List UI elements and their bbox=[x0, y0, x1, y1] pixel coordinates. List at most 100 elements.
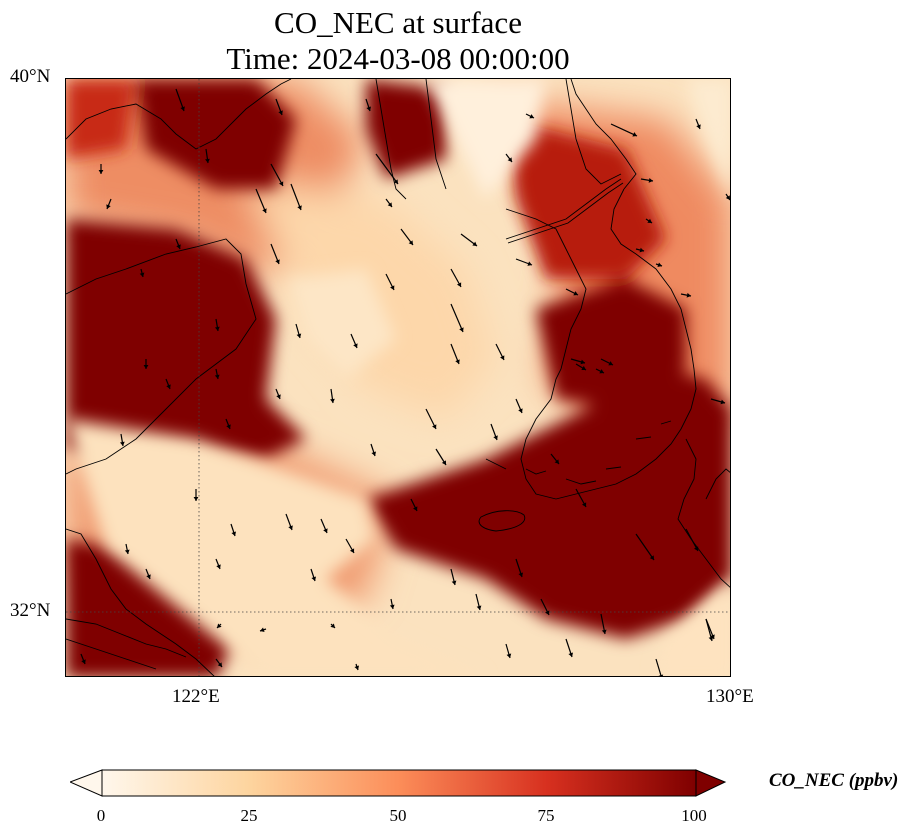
wind-vector-head bbox=[288, 525, 293, 530]
wind-vector-head bbox=[507, 157, 512, 162]
wind-vector-head bbox=[193, 497, 199, 501]
plume-light bbox=[656, 580, 730, 676]
wind-vector-head bbox=[506, 653, 512, 658]
wind-vector-head bbox=[371, 451, 377, 456]
wind-vector bbox=[610, 123, 638, 137]
wind-vector-head bbox=[297, 205, 302, 210]
lat-tick-label: 40°N bbox=[10, 66, 51, 87]
wind-vector-head bbox=[518, 572, 524, 577]
wind-vector-head bbox=[708, 636, 714, 641]
wind-vector-head bbox=[518, 408, 523, 413]
wind-vector bbox=[255, 188, 267, 214]
wind-vector-head bbox=[323, 528, 328, 533]
wind-vector-head bbox=[260, 627, 265, 633]
colorbar-label: CO_NEC (ppbv) bbox=[769, 770, 899, 791]
wind-vector-head bbox=[180, 106, 185, 111]
coastline-jiangsu bbox=[66, 528, 215, 676]
wind-vector bbox=[290, 183, 302, 211]
wind-vector-head bbox=[601, 629, 607, 634]
wind-vector-head bbox=[330, 623, 335, 628]
wind-vector-head bbox=[493, 435, 498, 440]
wind-vector bbox=[685, 528, 699, 552]
wind-vector-head bbox=[456, 282, 462, 287]
wind-vector-head bbox=[231, 531, 237, 536]
lat-tick-label: 32°N bbox=[10, 600, 51, 621]
map-subtitle: Time: 2024-03-08 00:00:00 bbox=[226, 41, 570, 76]
gridlines bbox=[66, 79, 730, 676]
wind-vector-head bbox=[390, 285, 395, 290]
plume-light bbox=[426, 79, 546, 199]
wind-vector-head bbox=[696, 124, 701, 129]
colorbar-under-triangle bbox=[70, 769, 103, 797]
wind-vector-head bbox=[408, 240, 413, 245]
wind-vector-head bbox=[81, 659, 86, 664]
wind-vector-head bbox=[568, 652, 574, 657]
wind-vector-head bbox=[476, 605, 482, 610]
wind-vector-head bbox=[262, 208, 267, 213]
wind-vector-head bbox=[393, 179, 398, 184]
wind-vector-head bbox=[217, 662, 222, 667]
plume-light bbox=[66, 419, 482, 676]
wind-vector-head bbox=[98, 170, 104, 174]
wind-vector bbox=[375, 153, 399, 185]
wind-vector-head bbox=[710, 634, 715, 639]
wind-vector-head bbox=[608, 361, 613, 366]
wind-vector-head bbox=[366, 106, 372, 111]
colorbar-tick-label: 75 bbox=[537, 806, 555, 825]
coastline-yangtze bbox=[66, 618, 187, 670]
colorbar-tick-label: 25 bbox=[240, 806, 258, 825]
wind-vector-head bbox=[432, 424, 437, 429]
wind-vector bbox=[270, 163, 284, 187]
wind-vector-head bbox=[658, 674, 664, 676]
wind-vector-head bbox=[529, 114, 534, 119]
wind-vector-head bbox=[649, 555, 654, 560]
wind-vectors bbox=[80, 88, 730, 676]
coastline-dmz bbox=[505, 178, 624, 244]
wind-vector-head bbox=[581, 365, 586, 370]
wind-vector-head bbox=[226, 424, 231, 429]
wind-vector-head bbox=[349, 548, 355, 553]
plume-dark bbox=[66, 79, 136, 159]
wind-vector-head bbox=[214, 326, 220, 331]
concentration-field bbox=[66, 79, 730, 676]
coastline-korea-south bbox=[555, 188, 697, 500]
plume-light bbox=[286, 269, 396, 379]
colorbar-over-triangle bbox=[695, 769, 727, 797]
wind-vector bbox=[635, 533, 655, 561]
coastlines bbox=[66, 79, 730, 676]
wind-vector-head bbox=[599, 369, 604, 374]
island-jeju bbox=[478, 510, 526, 532]
coastline-korea-east bbox=[570, 79, 637, 190]
plume-core bbox=[136, 79, 296, 189]
wind-vector-head bbox=[472, 241, 477, 246]
wind-vector-head bbox=[354, 665, 360, 670]
wind-vector-head bbox=[632, 132, 637, 137]
lon-tick-label: 122°E bbox=[172, 686, 220, 707]
wind-vector-head bbox=[278, 110, 283, 115]
wind-vector-head bbox=[581, 502, 587, 507]
wind-vector-head bbox=[106, 204, 111, 209]
plume-core bbox=[66, 539, 236, 676]
wind-vector-head bbox=[176, 244, 181, 249]
wind-vector-head bbox=[647, 218, 652, 223]
wind-vector-head bbox=[648, 177, 653, 183]
wind-vector-head bbox=[441, 460, 446, 465]
wind-vector-head bbox=[720, 399, 725, 405]
coastline-islands bbox=[485, 420, 672, 485]
wind-vector-head bbox=[657, 262, 662, 268]
wind-vector bbox=[450, 303, 464, 333]
wind-vector-head bbox=[527, 261, 532, 266]
wind-vector-head bbox=[389, 604, 395, 609]
coastline-japan bbox=[677, 438, 730, 588]
wind-vector-head bbox=[451, 580, 457, 585]
wind-vector-head bbox=[214, 374, 220, 379]
wind-vector-head bbox=[146, 574, 151, 579]
plume-core bbox=[536, 279, 686, 409]
wind-vector-head bbox=[573, 291, 578, 296]
wind-vector-head bbox=[459, 327, 464, 332]
plume-light bbox=[686, 79, 730, 195]
plume-core bbox=[66, 219, 306, 459]
wind-vector-head bbox=[275, 259, 280, 264]
coastline-korea-west bbox=[505, 79, 622, 500]
colorbar-tick-label: 100 bbox=[681, 806, 707, 825]
